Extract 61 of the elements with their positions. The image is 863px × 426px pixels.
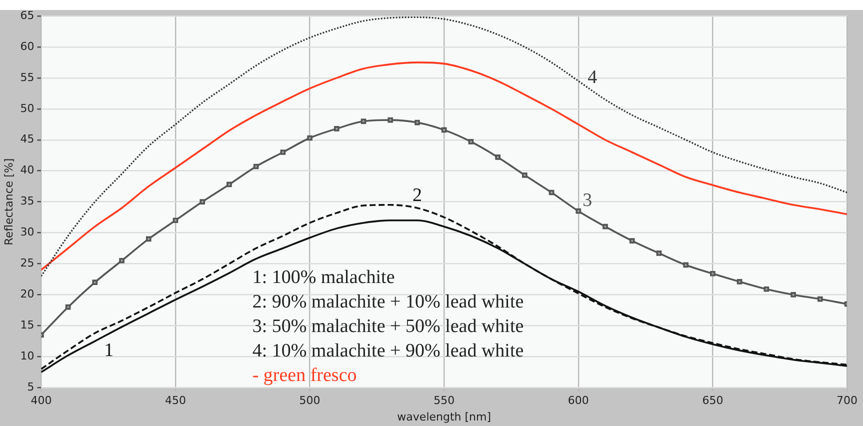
y-tick-label: 25 [20,256,34,270]
point [710,270,716,276]
y-tick-label: 55 [20,70,34,84]
point [441,127,447,133]
point [360,118,366,124]
y-tick-label: 15 [20,318,34,332]
point [602,224,608,230]
x-tick-label: 550 [434,394,455,408]
annotation: 2: 90% malachite + 10% lead white [252,291,524,312]
x-axis-title: wavelength [nm] [397,410,492,424]
x-tick-label: 450 [165,394,186,408]
y-tick-label: 50 [20,102,34,115]
point [414,120,420,126]
point [576,208,582,214]
annotation: 4: 10% malachite + 90% lead white [252,340,524,362]
series-label: 1 [104,340,114,362]
x-tick-label: 650 [702,394,724,408]
x-tick-label: 500 [299,394,320,408]
x-tick-label: 400 [30,394,52,408]
series-label: 2 [412,184,422,206]
point [683,262,689,268]
point [253,164,259,170]
y-tick-label: 5 [27,380,34,394]
y-tick-label: 10 [20,349,34,362]
point [548,190,554,196]
point [790,292,796,298]
y-tick-label: 65 [20,8,34,22]
x-tick-label: 600 [568,394,589,408]
point [388,117,394,123]
point [280,150,286,155]
point [817,296,823,302]
point [200,199,206,204]
point [119,258,124,264]
point [522,172,528,178]
y-tick-label: 60 [20,40,34,53]
y-tick-label: 40 [20,164,34,177]
point [468,139,474,144]
point [92,280,98,285]
y-tick-label: 35 [20,194,34,208]
text: - green fresco [252,364,357,386]
point [629,238,635,244]
point [495,154,500,160]
x-tick-label: 700 [836,394,858,408]
point [65,304,71,310]
series-label: 4 [588,67,598,88]
y-tick-label: 45 [20,132,34,146]
point [226,182,232,188]
point [172,218,178,224]
y-axis-title: Reflectance [%] [2,158,16,246]
line-series [41,62,847,271]
point [334,126,340,132]
point [307,135,312,141]
y-tick-label: 30 [20,226,34,239]
y-tick-label: 20 [20,288,34,301]
point [146,236,152,242]
point [736,279,742,284]
series-label: 3 [582,190,592,212]
annotation: 1: 100% malachite [252,266,395,288]
point [764,286,770,292]
point [656,250,662,256]
annotation: 3: 50% malachite + 50% lead white [252,316,524,337]
